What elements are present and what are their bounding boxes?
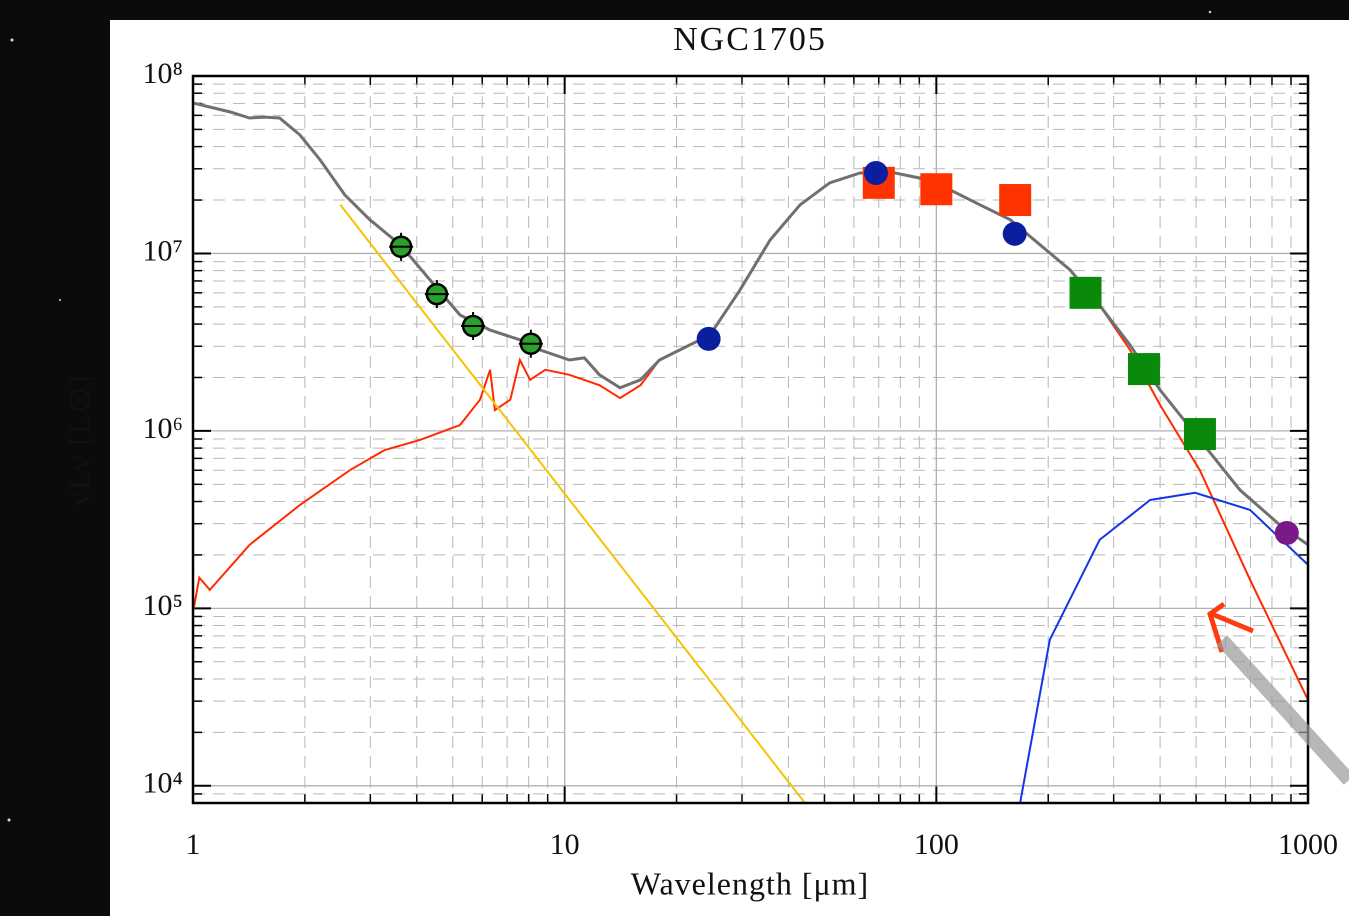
plot-area	[191, 74, 1310, 805]
square-marker	[1127, 353, 1160, 386]
model-line	[339, 204, 806, 803]
pointer-bar	[1216, 635, 1349, 785]
square-marker	[999, 184, 1032, 217]
y-axis-label: νLν [L⊙]	[60, 374, 96, 506]
y-tick-label: 10⁴	[143, 767, 183, 800]
y-tick-label: 10⁷	[143, 234, 183, 267]
x-tick-label: 1000	[1278, 828, 1338, 861]
plot-frame	[191, 74, 1310, 805]
x-tick-label: 10	[550, 828, 580, 861]
arrow-shaft	[1211, 611, 1254, 634]
square-marker	[1183, 418, 1216, 451]
star	[7, 818, 11, 822]
circle-marker	[863, 161, 888, 186]
model-line	[193, 101, 1308, 547]
circle-marker	[696, 326, 721, 351]
x-axis-label: Wavelength [μm]	[631, 865, 869, 901]
star	[59, 299, 61, 301]
x-tick-label: 1	[186, 828, 201, 861]
square-marker	[1069, 276, 1102, 309]
stars	[7, 10, 1331, 822]
y-tick-label: 10⁵	[143, 589, 183, 622]
chart-title: NGC1705	[673, 21, 827, 58]
x-tick-label: 100	[914, 828, 959, 861]
star	[1208, 10, 1212, 14]
arrow-head	[1207, 601, 1226, 653]
star	[10, 38, 14, 42]
circle-marker	[1002, 221, 1027, 246]
circle-marker	[1274, 520, 1299, 545]
square-marker	[920, 173, 953, 206]
annotation-arrow	[1207, 601, 1349, 785]
y-tick-label: 10⁸	[143, 57, 183, 90]
model-line	[1019, 491, 1308, 803]
y-tick-label: 10⁶	[143, 412, 183, 445]
